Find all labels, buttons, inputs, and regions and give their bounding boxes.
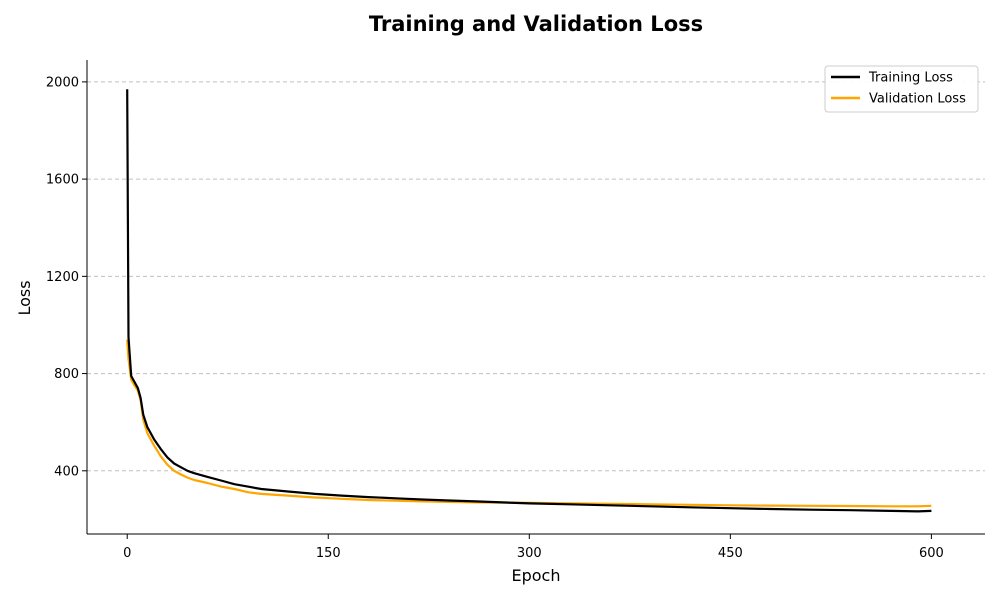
x-tick-label: 150 [316, 546, 341, 561]
y-tick-label: 2000 [46, 75, 79, 90]
legend-entry: Validation Loss [869, 92, 966, 107]
series-line-validation-loss [126, 339, 932, 508]
x-tick-label: 300 [517, 546, 542, 561]
y-axis-label: Loss [15, 280, 34, 315]
chart-title: Training and Validation Loss [369, 12, 703, 36]
y-tick-label: 800 [54, 367, 79, 382]
legend-entry: Training Loss [868, 71, 953, 86]
y-tick-label: 1200 [46, 270, 79, 285]
x-axis-label: Epoch [512, 566, 561, 585]
series-lines [126, 89, 932, 513]
x-tick-label: 600 [919, 546, 944, 561]
y-tick-label: 1600 [46, 173, 79, 188]
grid-lines [87, 81, 985, 472]
x-tick-label: 0 [123, 546, 131, 561]
legend: Training Loss Validation Loss [824, 65, 979, 113]
y-tick-label: 400 [54, 464, 79, 479]
x-tick-label: 450 [718, 546, 743, 561]
legend-box [824, 65, 979, 113]
series-line-training-loss [126, 89, 932, 513]
axes: 400 800 1200 1600 2000 0 150 300 450 600 [46, 60, 985, 561]
